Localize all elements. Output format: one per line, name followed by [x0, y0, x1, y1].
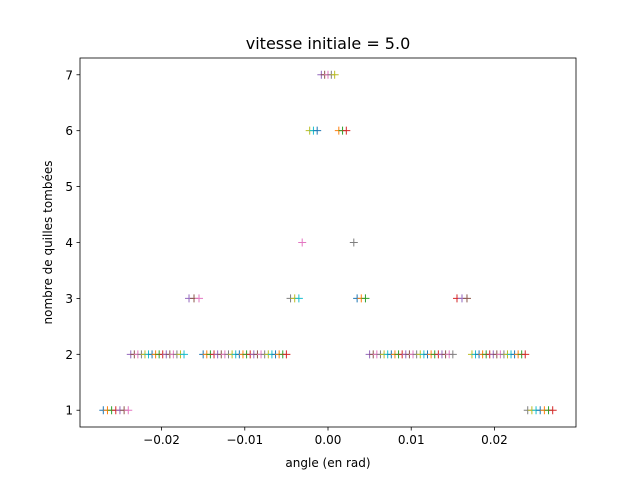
- x-tick-label: 0.02: [481, 433, 508, 447]
- data-point: [342, 126, 351, 135]
- y-tick-label: 6: [65, 124, 73, 138]
- data-point: [313, 126, 322, 135]
- x-tick-label: 0.01: [398, 433, 425, 447]
- data-point: [195, 294, 204, 303]
- data-point: [282, 350, 291, 359]
- x-axis-label: angle (en rad): [285, 456, 370, 470]
- data-point: [349, 238, 358, 247]
- data-point: [180, 350, 189, 359]
- x-axis-ticks: −0.02 −0.01 0.00 0.01 0.02: [143, 427, 508, 447]
- x-tick-label: −0.01: [226, 433, 263, 447]
- data-point: [294, 294, 303, 303]
- y-tick-label: 4: [65, 236, 73, 250]
- data-point: [448, 350, 457, 359]
- data-point: [124, 406, 133, 415]
- y-axis-ticks: 1 2 3 4 5 6 7: [65, 68, 80, 418]
- y-tick-label: 7: [65, 68, 73, 82]
- x-tick-label: −0.02: [143, 433, 180, 447]
- y-tick-label: 3: [65, 292, 73, 306]
- data-point: [361, 294, 370, 303]
- x-tick-label: 0.00: [315, 433, 342, 447]
- y-tick-label: 2: [65, 348, 73, 362]
- chart-title: vitesse initiale = 5.0: [246, 34, 411, 53]
- data-point: [462, 294, 471, 303]
- data-point: [298, 238, 307, 247]
- data-points: [99, 70, 557, 415]
- y-axis-label: nombre de quilles tombées: [41, 161, 55, 325]
- y-tick-label: 1: [65, 404, 73, 418]
- y-tick-label: 5: [65, 180, 73, 194]
- data-point: [548, 406, 557, 415]
- data-point: [521, 350, 530, 359]
- plot-frame: [79, 57, 577, 428]
- data-point: [330, 70, 339, 79]
